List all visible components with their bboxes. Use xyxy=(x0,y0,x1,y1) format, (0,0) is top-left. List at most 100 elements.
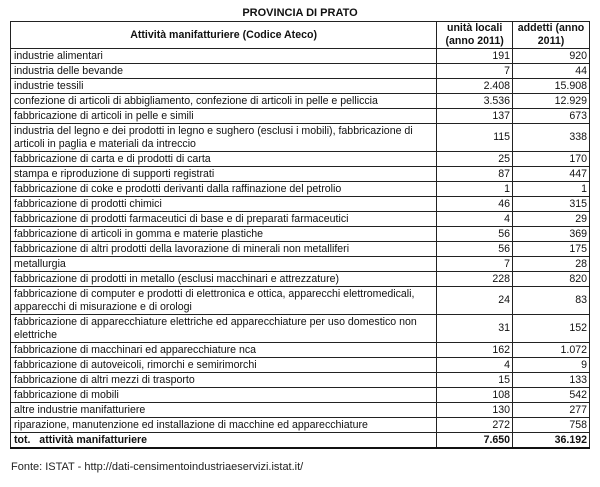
employees-cell: 44 xyxy=(512,63,590,79)
activity-cell: fabbricazione di apparecchiature elettri… xyxy=(9,314,438,343)
activity-cell: riparazione, manutenzione ed installazio… xyxy=(9,417,438,433)
employees-cell: 315 xyxy=(512,196,590,212)
employees-cell: 277 xyxy=(512,402,590,418)
table-row: riparazione, manutenzione ed installazio… xyxy=(9,417,590,433)
employees-cell: 12.929 xyxy=(512,93,590,109)
table-row: stampa e riproduzione di supporti regist… xyxy=(9,166,590,182)
source-note: Fonte: ISTAT - http://dati-censimentoind… xyxy=(11,461,304,473)
employees-cell: 447 xyxy=(512,166,590,182)
total-employees: 36.192 xyxy=(512,432,590,449)
table-title: PROVINCIA DI PRATO xyxy=(242,7,358,19)
total-label: tot. attività manifatturiere xyxy=(9,432,438,449)
employees-cell: 820 xyxy=(512,271,590,287)
activity-cell: industrie tessili xyxy=(9,78,438,94)
employees-cell: 1.072 xyxy=(512,342,590,358)
units-cell: 24 xyxy=(436,286,514,315)
units-cell: 108 xyxy=(436,387,514,403)
table-row: fabbricazione di apparecchiature elettri… xyxy=(9,314,590,343)
table-row: fabbricazione di mobili 108 542 xyxy=(9,387,590,403)
total-row: tot. attività manifatturiere 7.650 36.19… xyxy=(9,432,590,449)
units-cell: 25 xyxy=(436,151,514,167)
units-cell: 7 xyxy=(436,256,514,272)
table-row: fabbricazione di prodotti farmaceutici d… xyxy=(9,211,590,227)
activity-cell: altre industrie manifatturiere xyxy=(9,402,438,418)
activity-cell: fabbricazione di prodotti in metallo (es… xyxy=(9,271,438,287)
units-cell: 3.536 xyxy=(436,93,514,109)
table-row: fabbricazione di altri mezzi di trasport… xyxy=(9,372,590,388)
table-row: industria del legno e dei prodotti in le… xyxy=(9,123,590,152)
units-cell: 191 xyxy=(436,48,514,64)
header-units: unità locali (anno 2011) xyxy=(436,21,514,49)
activity-cell: confezione di articoli di abbigliamento,… xyxy=(9,93,438,109)
units-cell: 4 xyxy=(436,211,514,227)
employees-cell: 369 xyxy=(512,226,590,242)
activity-cell: industria del legno e dei prodotti in le… xyxy=(9,123,438,152)
employees-cell: 920 xyxy=(512,48,590,64)
units-cell: 56 xyxy=(436,226,514,242)
units-cell: 1 xyxy=(436,181,514,197)
activity-cell: metallurgia xyxy=(9,256,438,272)
table-row: metallurgia 7 28 xyxy=(9,256,590,272)
table-row: altre industrie manifatturiere 130 277 xyxy=(9,402,590,418)
activity-cell: fabbricazione di carta e di prodotti di … xyxy=(9,151,438,167)
table-row: fabbricazione di prodotti chimici 46 315 xyxy=(9,196,590,212)
employees-cell: 542 xyxy=(512,387,590,403)
employees-cell: 28 xyxy=(512,256,590,272)
table-row: fabbricazione di computer e prodotti di … xyxy=(9,286,590,315)
employees-cell: 29 xyxy=(512,211,590,227)
units-cell: 272 xyxy=(436,417,514,433)
activity-cell: fabbricazione di mobili xyxy=(9,387,438,403)
activity-cell: fabbricazione di autoveicoli, rimorchi e… xyxy=(9,357,438,373)
total-units: 7.650 xyxy=(436,432,514,449)
table-row: fabbricazione di carta e di prodotti di … xyxy=(9,151,590,167)
employees-cell: 673 xyxy=(512,108,590,124)
activity-cell: fabbricazione di articoli in pelle e sim… xyxy=(9,108,438,124)
table-row: fabbricazione di altri prodotti della la… xyxy=(9,241,590,257)
activity-cell: fabbricazione di altri prodotti della la… xyxy=(9,241,438,257)
table-row: fabbricazione di articoli in pelle e sim… xyxy=(9,108,590,124)
units-cell: 137 xyxy=(436,108,514,124)
activity-cell: fabbricazione di prodotti chimici xyxy=(9,196,438,212)
employees-cell: 175 xyxy=(512,241,590,257)
units-cell: 7 xyxy=(436,63,514,79)
units-cell: 4 xyxy=(436,357,514,373)
employees-cell: 758 xyxy=(512,417,590,433)
employees-cell: 152 xyxy=(512,314,590,343)
table-row: fabbricazione di coke e prodotti derivan… xyxy=(9,181,590,197)
employees-cell: 338 xyxy=(512,123,590,152)
table-row: confezione di articoli di abbigliamento,… xyxy=(9,93,590,109)
activity-cell: fabbricazione di coke e prodotti derivan… xyxy=(9,181,438,197)
units-cell: 56 xyxy=(436,241,514,257)
employees-cell: 170 xyxy=(512,151,590,167)
activity-cell: fabbricazione di prodotti farmaceutici d… xyxy=(9,211,438,227)
units-cell: 46 xyxy=(436,196,514,212)
header-activity: Attività manifatturiere (Codice Ateco) xyxy=(9,21,438,49)
units-cell: 228 xyxy=(436,271,514,287)
table-row: industrie tessili 2.408 15.908 xyxy=(9,78,590,94)
activity-cell: fabbricazione di altri mezzi di trasport… xyxy=(9,372,438,388)
units-cell: 87 xyxy=(436,166,514,182)
manufacturing-table: Attività manifatturiere (Codice Ateco) u… xyxy=(9,21,590,449)
employees-cell: 83 xyxy=(512,286,590,315)
table-row: industrie alimentari 191 920 xyxy=(9,48,590,64)
table-row: fabbricazione di autoveicoli, rimorchi e… xyxy=(9,357,590,373)
table-row: fabbricazione di articoli in gomma e mat… xyxy=(9,226,590,242)
activity-cell: industrie alimentari xyxy=(9,48,438,64)
units-cell: 2.408 xyxy=(436,78,514,94)
employees-cell: 133 xyxy=(512,372,590,388)
activity-cell: industria delle bevande xyxy=(9,63,438,79)
employees-cell: 1 xyxy=(512,181,590,197)
employees-cell: 9 xyxy=(512,357,590,373)
units-cell: 130 xyxy=(436,402,514,418)
activity-cell: fabbricazione di macchinari ed apparecch… xyxy=(9,342,438,358)
units-cell: 115 xyxy=(436,123,514,152)
header-employees: addetti (anno 2011) xyxy=(512,21,590,49)
header-row: Attività manifatturiere (Codice Ateco) u… xyxy=(9,21,590,49)
activity-cell: stampa e riproduzione di supporti regist… xyxy=(9,166,438,182)
employees-cell: 15.908 xyxy=(512,78,590,94)
units-cell: 15 xyxy=(436,372,514,388)
table-row: fabbricazione di prodotti in metallo (es… xyxy=(9,271,590,287)
activity-cell: fabbricazione di articoli in gomma e mat… xyxy=(9,226,438,242)
units-cell: 31 xyxy=(436,314,514,343)
activity-cell: fabbricazione di computer e prodotti di … xyxy=(9,286,438,315)
